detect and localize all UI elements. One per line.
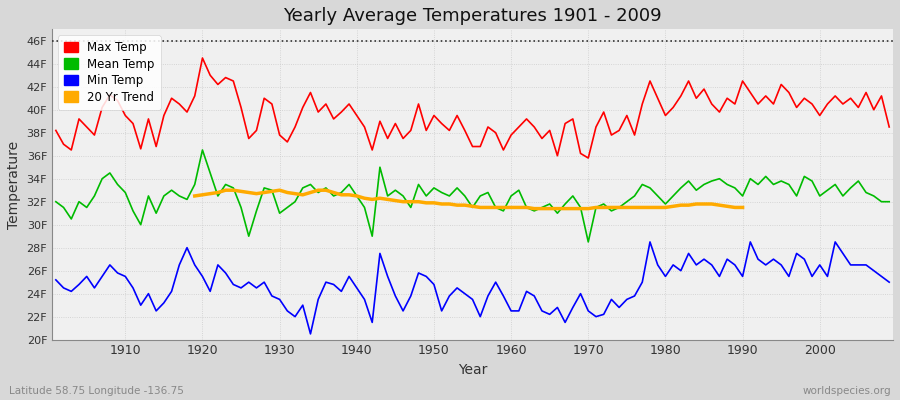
Title: Yearly Average Temperatures 1901 - 2009: Yearly Average Temperatures 1901 - 2009	[284, 7, 662, 25]
Legend: Max Temp, Mean Temp, Min Temp, 20 Yr Trend: Max Temp, Mean Temp, Min Temp, 20 Yr Tre…	[58, 35, 161, 110]
X-axis label: Year: Year	[458, 363, 487, 377]
Text: worldspecies.org: worldspecies.org	[803, 386, 891, 396]
Text: Latitude 58.75 Longitude -136.75: Latitude 58.75 Longitude -136.75	[9, 386, 184, 396]
Y-axis label: Temperature: Temperature	[7, 140, 21, 228]
